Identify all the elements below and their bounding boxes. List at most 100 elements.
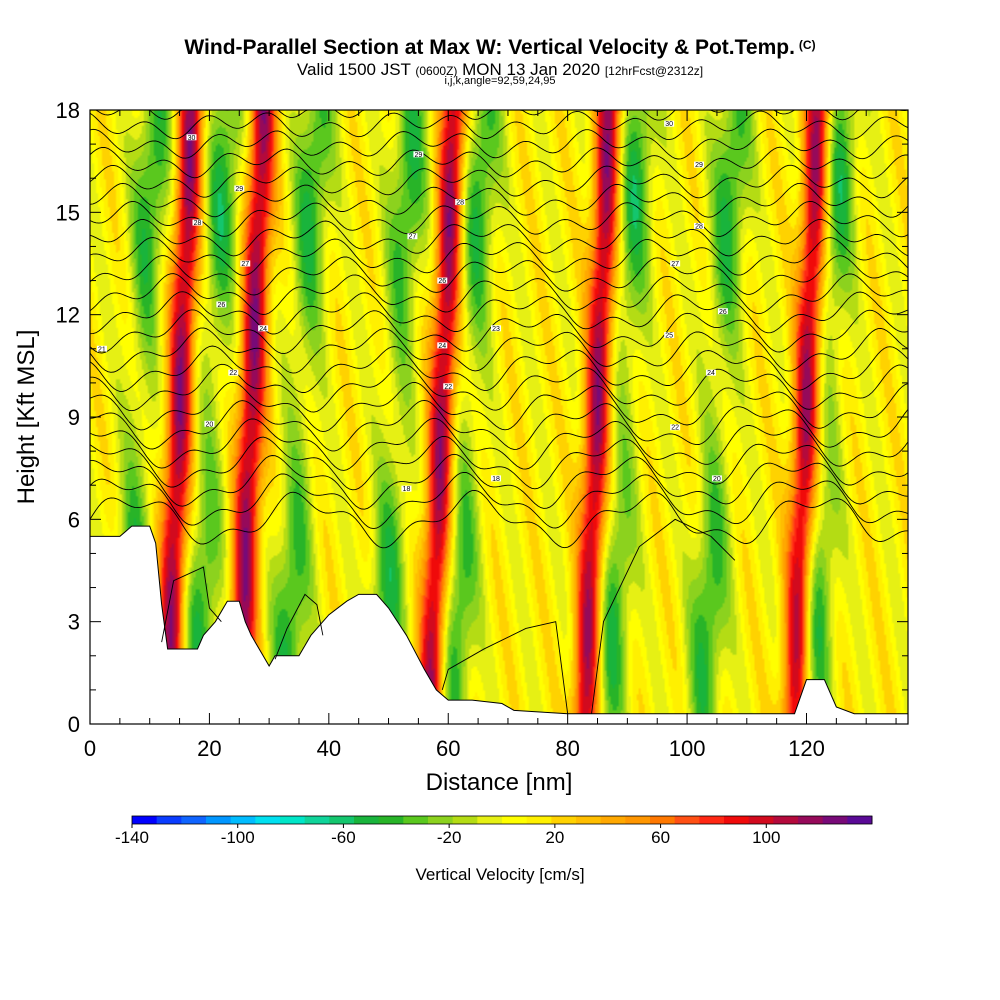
- colorbar-swatch: [206, 816, 232, 824]
- theta-label: 26: [719, 309, 727, 316]
- theta-line: [89, 255, 909, 296]
- theta-label: 28: [695, 223, 703, 230]
- y-tick-label: 9: [68, 405, 80, 430]
- theta-line: [89, 327, 909, 374]
- theta-label: 29: [414, 152, 422, 159]
- chart-title-text: Wind-Parallel Section at Max W: Vertical…: [184, 36, 795, 59]
- theta-label: 22: [444, 384, 452, 391]
- theta-line: [89, 381, 909, 433]
- theta-line: [89, 128, 909, 160]
- colorbar-swatch: [156, 816, 182, 824]
- colorbar-swatch: [650, 816, 676, 824]
- x-tick-label: 120: [788, 736, 825, 761]
- theta-label-bg: [443, 383, 454, 390]
- theta-label: 29: [235, 186, 243, 193]
- theta-label: 26: [438, 278, 446, 285]
- theta-line: [89, 182, 909, 218]
- x-axis-title: Distance [nm]: [426, 769, 573, 796]
- theta-line: [89, 219, 909, 257]
- theta-label: 18: [403, 486, 411, 493]
- theta-line: [89, 164, 909, 199]
- colorbar-swatch: [724, 816, 750, 824]
- theta-label: 20: [206, 421, 214, 428]
- theta-label-bg: [216, 301, 227, 308]
- theta-label-bg: [186, 134, 197, 141]
- colorbar-swatch: [354, 816, 380, 824]
- theta-line: [89, 489, 909, 549]
- theta-label-bg: [717, 308, 728, 315]
- theta-line: [89, 435, 909, 491]
- theta-label-bg: [670, 260, 681, 267]
- y-tick-label: 3: [68, 610, 80, 635]
- colorbar-swatch: [526, 816, 552, 824]
- theta-label: 28: [194, 220, 202, 227]
- theta-label-bg: [705, 369, 716, 376]
- title-mark: (C): [798, 38, 816, 52]
- y-axis-title: Height [Kft MSL]: [13, 330, 40, 505]
- colorbar: -140 -100 -60 -20 20 60 100 Vertical Velocity […: [115, 815, 873, 884]
- theta-label: 27: [671, 261, 679, 268]
- theta-label: 29: [695, 162, 703, 169]
- colorbar-tick-label: 100: [752, 828, 780, 847]
- x-tick-label: 20: [197, 736, 221, 761]
- y-tick-label: 6: [68, 507, 80, 532]
- theta-line: [89, 399, 909, 452]
- theta-label-bg: [234, 185, 245, 192]
- colorbar-swatch: [600, 816, 626, 824]
- theta-line: [89, 309, 909, 355]
- theta-line: [89, 471, 909, 530]
- theta-line: [89, 291, 909, 335]
- theta-line-low: [274, 593, 324, 660]
- colorbar-tick-label: -100: [221, 828, 255, 847]
- colorbar-tick-label: 60: [651, 828, 670, 847]
- terrain-mask: [89, 525, 909, 725]
- theta-label-bg: [192, 219, 203, 226]
- x-tick-label: 100: [669, 736, 706, 761]
- theta-label-bg: [491, 325, 502, 332]
- theta-line: [89, 110, 909, 141]
- theta-label: 27: [241, 261, 249, 268]
- theta-line: [90, 453, 909, 510]
- terrain-profile: [89, 525, 909, 725]
- colorbar-swatch: [699, 816, 725, 824]
- theta-label-bg: [240, 260, 251, 267]
- theta-label-bg: [401, 485, 412, 492]
- colorbar-swatch: [502, 816, 528, 824]
- axes: 0 20 40 60 80 100 120 0 3 6 9 12 15 18 Distance [nm] He…: [13, 98, 909, 796]
- theta-label: 18: [492, 476, 500, 483]
- y-tick-label: 18: [56, 98, 80, 123]
- theta-line-low: [161, 566, 222, 643]
- colorbar-title: Vertical Velocity [cm/s]: [415, 865, 584, 884]
- theta-label-bg: [258, 325, 269, 332]
- colorbar-swatch: [625, 816, 651, 824]
- colorbar-swatch: [378, 816, 404, 824]
- theta-label-bg: [664, 120, 675, 127]
- theta-line: [89, 345, 909, 393]
- x-tick-label: 60: [436, 736, 460, 761]
- theta-label: 21: [98, 346, 106, 353]
- theta-label: 22: [229, 370, 237, 377]
- theta-label: 26: [217, 302, 225, 309]
- ijk-info: i,j,k,angle=92,59,24,95: [444, 75, 556, 87]
- theta-label-bg: [670, 424, 681, 431]
- theta-label: 24: [438, 343, 446, 350]
- theta-label: 30: [188, 135, 196, 142]
- theta-label-bg: [407, 233, 418, 240]
- theta-label-bg: [437, 277, 448, 284]
- colorbar-swatch: [847, 816, 873, 824]
- colorbar-swatch: [822, 816, 848, 824]
- colorbar-swatch: [181, 816, 207, 824]
- theta-line-low: [591, 518, 736, 714]
- chart-title: Wind-Parallel Section at Max W: Vertical…: [0, 36, 1000, 60]
- colorbar-swatch: [255, 816, 281, 824]
- theta-label-bg: [413, 151, 424, 158]
- theta-label-bg: [711, 475, 722, 482]
- theta-label-bg: [694, 222, 705, 229]
- colorbar-swatch: [230, 816, 256, 824]
- x-tick-label: 0: [84, 736, 96, 761]
- chart-subtitle: Valid 1500 JST (0600Z) MON 13 Jan 2020 […: [0, 60, 1000, 80]
- forecast-info: [12hrFcst@2312z]: [604, 64, 704, 78]
- x-tick-label: 40: [317, 736, 341, 761]
- colorbar-swatch: [329, 816, 355, 824]
- theta-label: 24: [259, 326, 267, 333]
